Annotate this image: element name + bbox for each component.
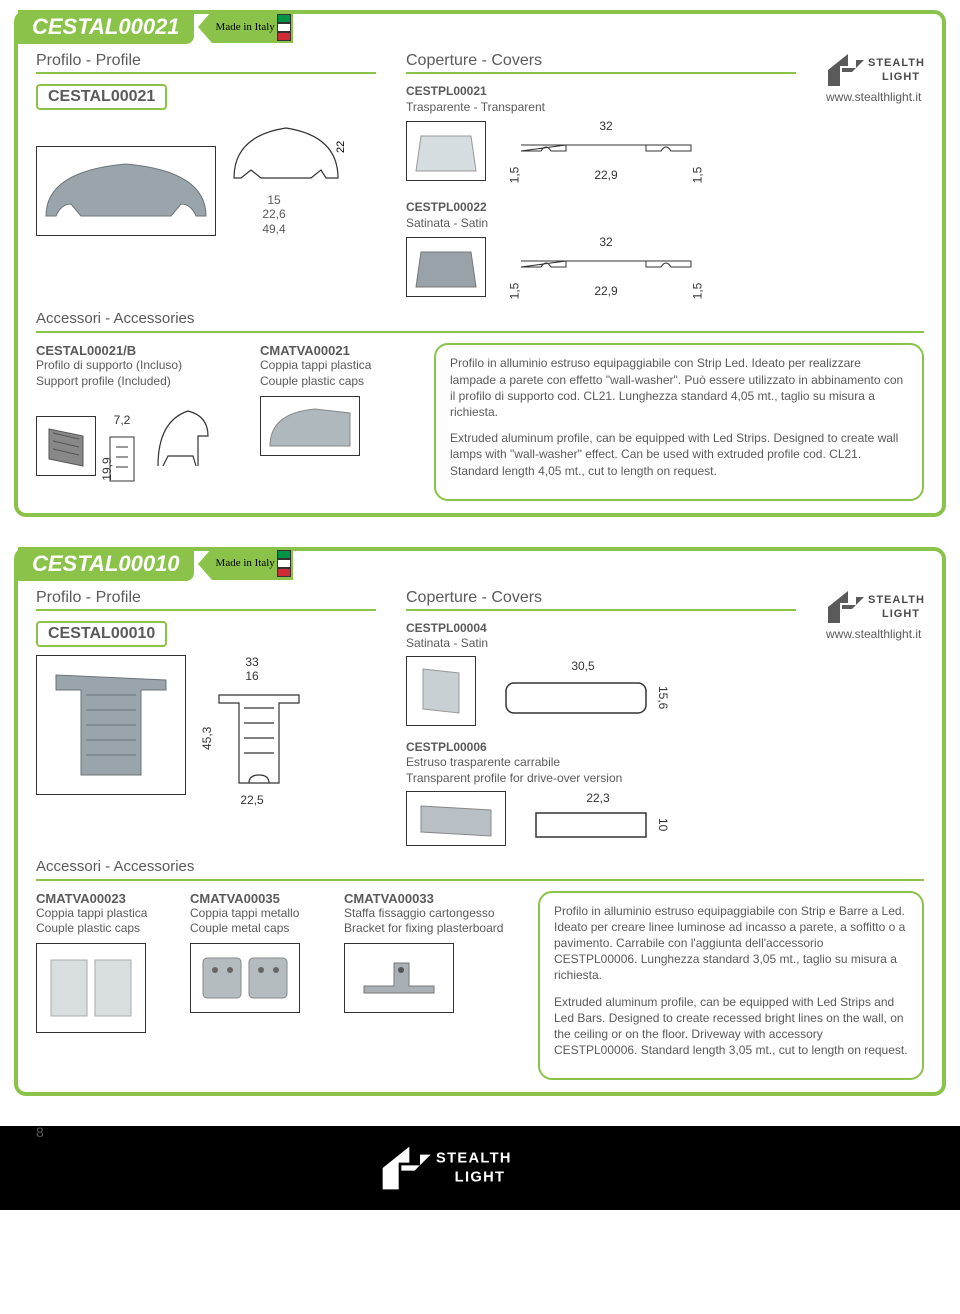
accessory-item: CMATVA00033 Staffa fissaggio cartongesso… xyxy=(344,891,514,1081)
cover-drawing xyxy=(506,133,706,163)
page-footer: STEALTH LIGHT xyxy=(0,1126,960,1210)
accessory-item: CESTAL00021/B Profilo di supporto (Inclu… xyxy=(36,343,236,500)
cover-drawing xyxy=(506,249,706,279)
profile-photo xyxy=(36,655,186,795)
profile-code: CESTAL00010 xyxy=(36,621,167,647)
footer-logo: STEALTH LIGHT xyxy=(380,1144,580,1192)
profile-drawing: 22 xyxy=(226,118,346,188)
product-card-2: CESTAL00010 Made in Italy Profilo - Prof… xyxy=(14,547,946,1097)
accessory-photo xyxy=(36,416,96,476)
profile-heading: Profilo - Profile xyxy=(36,52,376,70)
madein-badge: Made in Italy xyxy=(198,11,293,43)
accessory-item: CMATVA00035 Coppia tappi metallo Couple … xyxy=(190,891,320,1081)
product-description: Profilo in alluminio estruso equipaggiab… xyxy=(434,343,924,500)
brand-logo-block: STEALTH LIGHT www.stealthlight.it xyxy=(826,589,960,846)
svg-text:STEALTH: STEALTH xyxy=(436,1151,512,1167)
accessory-photo xyxy=(260,396,360,456)
cover-photo xyxy=(406,656,476,726)
page-number: 8 xyxy=(36,1124,44,1140)
cover-photo xyxy=(406,237,486,297)
tab-row: CESTAL00010 Made in Italy xyxy=(18,547,942,581)
svg-text:STEALTH: STEALTH xyxy=(868,57,925,69)
covers-heading: Coperture - Covers xyxy=(406,52,796,70)
accessory-item: CMATVA00023 Coppia tappi plastica Couple… xyxy=(36,891,166,1081)
brand-logo-block: STEALTH LIGHT www.stealthlight.it xyxy=(826,52,960,298)
svg-text:LIGHT: LIGHT xyxy=(882,71,920,83)
accessories-heading: Accessori - Accessories xyxy=(36,858,924,875)
brand-logo: STEALTH LIGHT xyxy=(826,589,960,625)
svg-text:STEALTH: STEALTH xyxy=(868,594,925,606)
svg-text:LIGHT: LIGHT xyxy=(882,608,920,620)
dim-label: 22 xyxy=(335,141,346,153)
product-description: Profilo in alluminio estruso equipaggiab… xyxy=(538,891,924,1081)
profile-drawing xyxy=(214,683,304,793)
profile-code: CESTAL00021 xyxy=(36,84,167,110)
tab-row: CESTAL00021 Made in Italy xyxy=(18,10,942,44)
brand-logo: STEALTH LIGHT xyxy=(826,52,960,88)
svg-text:LIGHT: LIGHT xyxy=(455,1170,506,1186)
cover-drawing xyxy=(526,805,656,845)
accessory-photo xyxy=(36,943,146,1033)
accessories-heading: Accessori - Accessories xyxy=(36,310,924,327)
accessory-photo xyxy=(190,943,300,1013)
product-tab: CESTAL00021 xyxy=(18,10,194,44)
cover-drawing xyxy=(496,673,656,723)
madein-badge: Made in Italy xyxy=(198,548,293,580)
cover-photo xyxy=(406,791,506,846)
cover-photo xyxy=(406,121,486,181)
covers-heading: Coperture - Covers xyxy=(406,589,796,607)
accessory-photo xyxy=(344,943,454,1013)
accessory-item: CMATVA00021 Coppia tappi plastica Couple… xyxy=(260,343,410,500)
product-tab: CESTAL00010 xyxy=(18,547,194,581)
profile-heading: Profilo - Profile xyxy=(36,589,376,607)
product-card-1: CESTAL00021 Made in Italy Profilo - Prof… xyxy=(14,10,946,517)
profile-photo xyxy=(36,146,216,236)
